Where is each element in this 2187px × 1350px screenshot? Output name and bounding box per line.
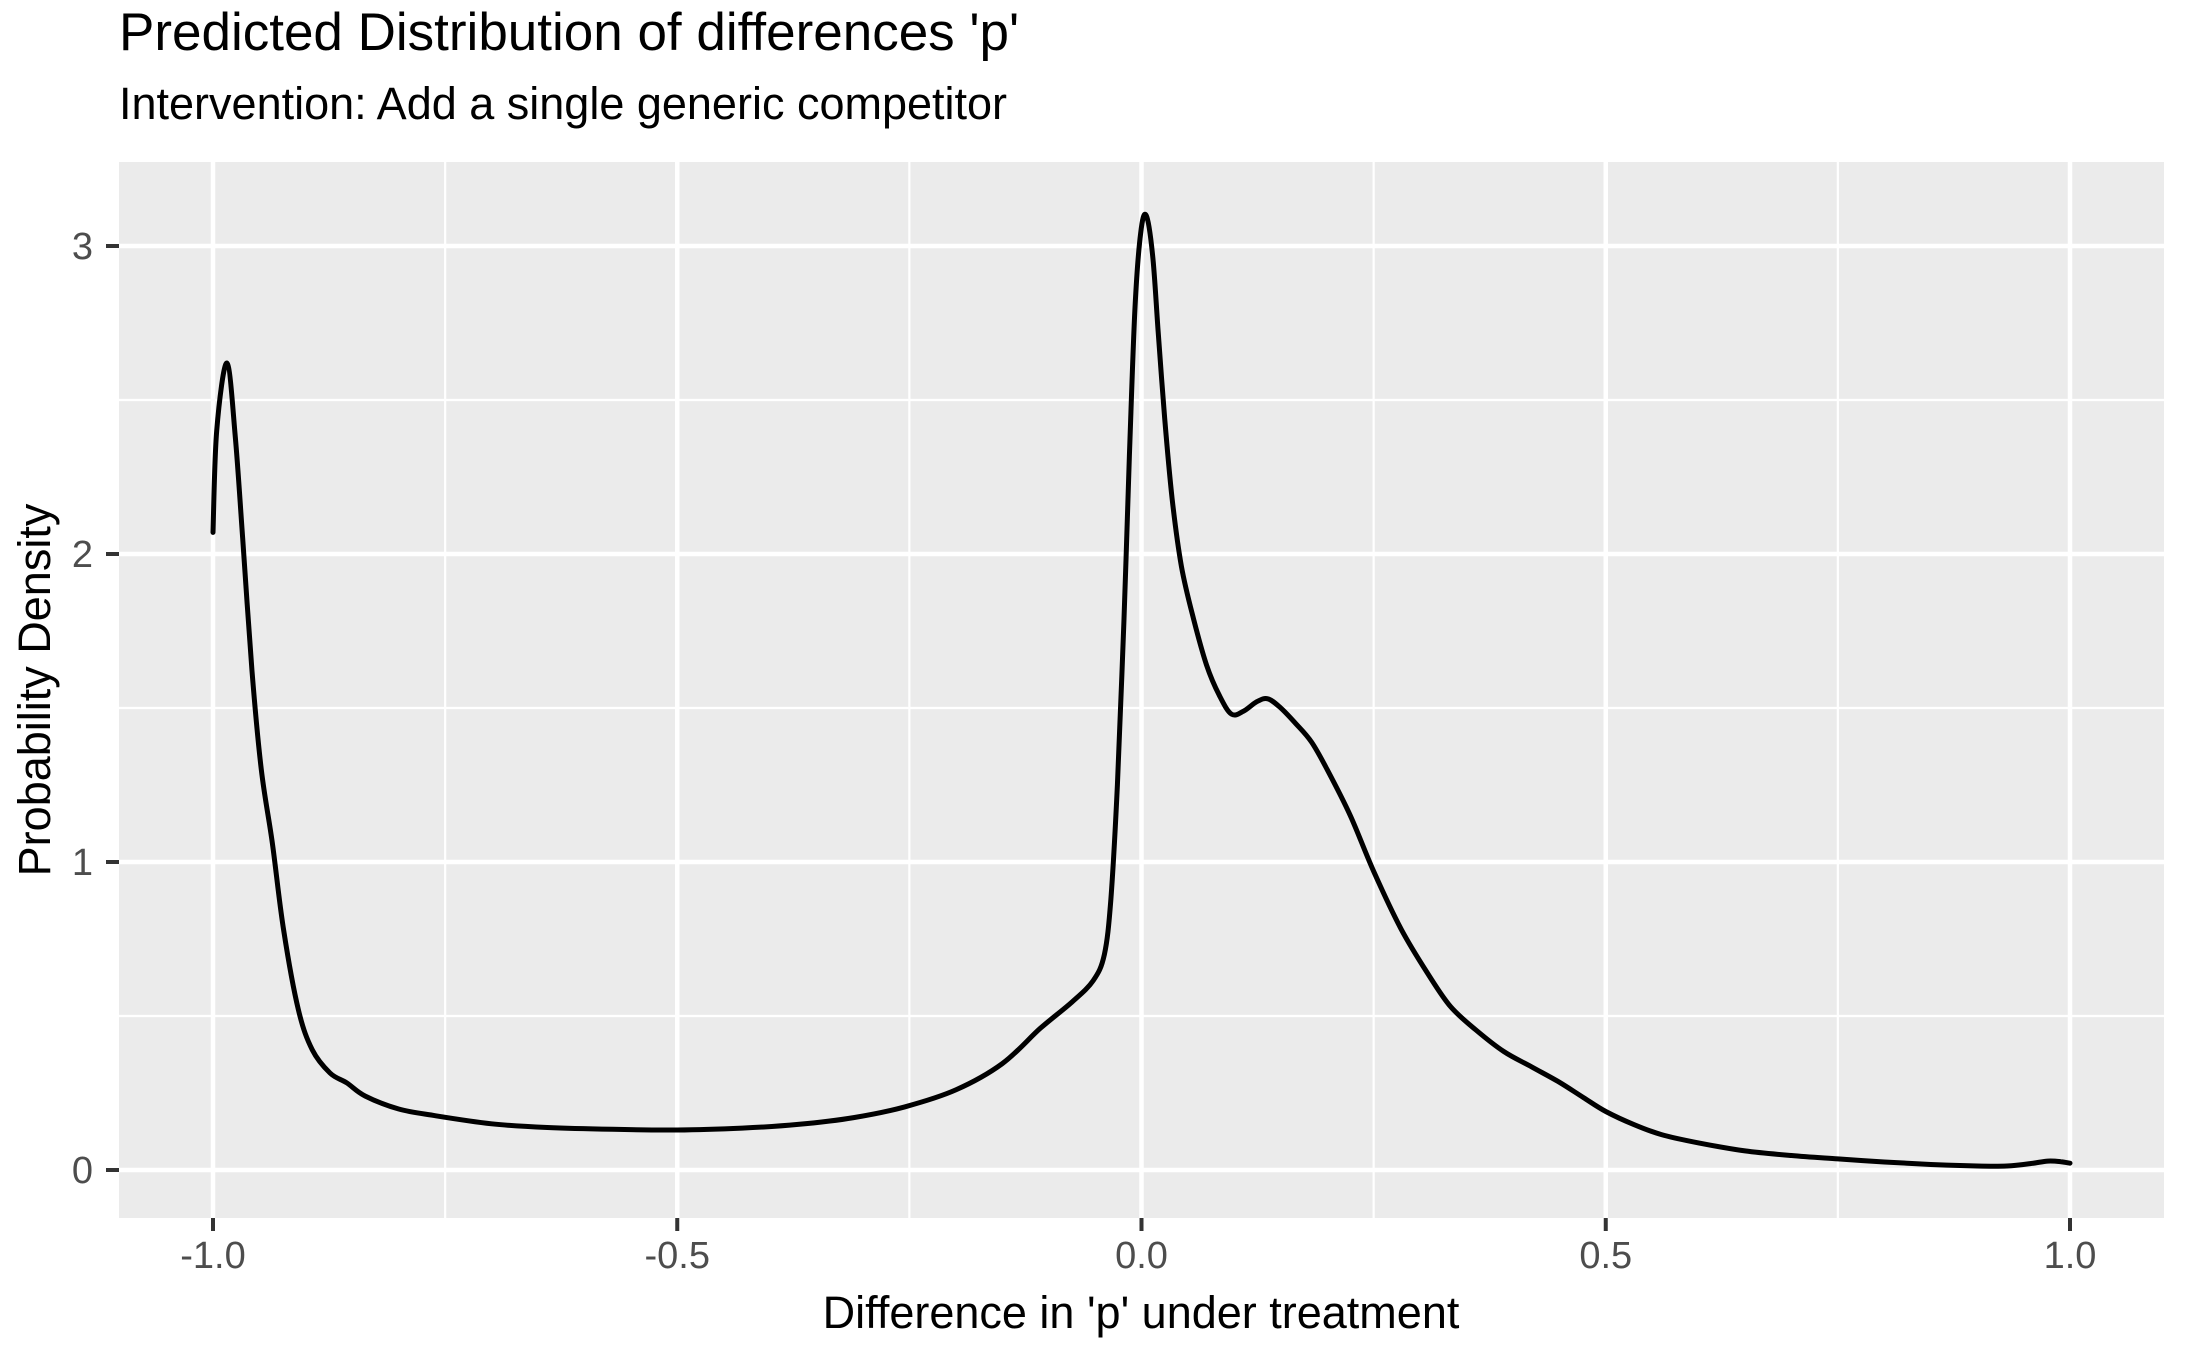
x-tick-label: 0.5 — [1579, 1235, 1632, 1277]
plot-subtitle: Intervention: Add a single generic compe… — [119, 78, 1007, 129]
x-tick-label: 0.0 — [1115, 1235, 1168, 1277]
plot-title: Predicted Distribution of differences 'p… — [119, 3, 1019, 62]
density-curve — [210, 211, 2073, 1169]
plot-panel: -1.0 -0.5 0.0 0.5 1.0 0 1 2 3 — [72, 162, 2164, 1277]
x-tick-label: -1.0 — [180, 1235, 245, 1277]
y-tick-label: 2 — [72, 534, 93, 576]
y-axis-title: Probability Density — [9, 503, 60, 876]
y-tick-label: 1 — [72, 842, 93, 884]
x-tick-label: -0.5 — [645, 1235, 710, 1277]
x-axis-title: Difference in 'p' under treatment — [823, 1287, 1460, 1338]
x-tick-label: 1.0 — [2044, 1235, 2097, 1277]
y-tick-label: 3 — [72, 226, 93, 268]
y-tick-label: 0 — [72, 1150, 93, 1192]
